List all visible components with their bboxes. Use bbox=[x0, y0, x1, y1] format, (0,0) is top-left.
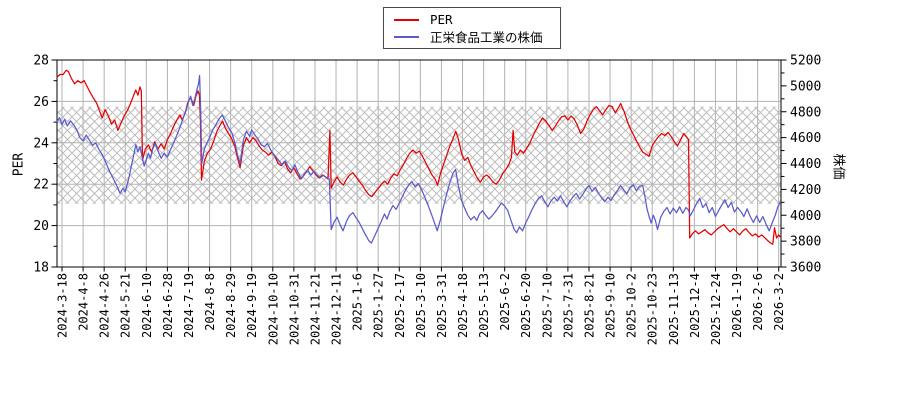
legend: PER 正栄食品工業の株価 bbox=[383, 7, 561, 49]
x-tick-label: 2024-8-29 bbox=[224, 273, 238, 338]
x-tick-label: 2024-5-21 bbox=[119, 273, 133, 338]
x-tick-label: 2025-12-4 bbox=[688, 273, 702, 338]
y-left-tick-label: 18 bbox=[33, 261, 49, 276]
x-tick-label: 2024-9-19 bbox=[245, 273, 259, 338]
stock-line-swatch-icon bbox=[394, 35, 419, 38]
x-tick-label: 2024-3-18 bbox=[56, 273, 70, 338]
x-tick-label: 2025-8-21 bbox=[582, 273, 596, 338]
y-right-axis-title: 株価 bbox=[830, 153, 846, 180]
legend-label-stock: 正栄食品工業の株価 bbox=[430, 30, 543, 45]
y-left-axis-title: PER bbox=[11, 152, 27, 177]
y-right-tick-label: 4200 bbox=[790, 183, 821, 198]
x-tick-label: 2024-4-26 bbox=[98, 273, 112, 338]
y-right-tick-label: 3800 bbox=[790, 235, 821, 250]
x-tick-label: 2024-8-8 bbox=[203, 273, 217, 331]
per-line-swatch-icon bbox=[394, 18, 419, 21]
y-left-tick-label: 24 bbox=[33, 136, 49, 151]
x-tick-label: 2024-10-10 bbox=[266, 273, 280, 345]
x-tick-label: 2025-4-18 bbox=[456, 273, 470, 338]
x-tick-label: 2025-11-13 bbox=[667, 273, 681, 345]
legend-item-stock: 正栄食品工業の株価 bbox=[394, 28, 554, 45]
x-tick-label: 2026-1-19 bbox=[730, 273, 744, 338]
y-right-tick-label: 4400 bbox=[790, 157, 821, 172]
x-tick-label: 2026-2-6 bbox=[751, 273, 765, 331]
y-right-tick-label: 5000 bbox=[790, 79, 821, 94]
x-tick-label: 2024-6-10 bbox=[140, 273, 154, 338]
x-tick-label: 2025-6-2 bbox=[498, 273, 512, 331]
stock-price-line bbox=[56, 74, 781, 244]
y-right-tick-label: 4000 bbox=[790, 209, 821, 224]
x-tick-label: 2026-3-2 bbox=[772, 273, 786, 331]
legend-label-per: PER bbox=[430, 12, 453, 27]
x-tick-label: 2025-10-23 bbox=[646, 273, 660, 345]
y-right-tick-label: 5200 bbox=[790, 54, 821, 69]
x-tick-label: 2025-5-13 bbox=[477, 273, 491, 338]
x-tick-label: 2024-11-21 bbox=[308, 273, 322, 345]
y-left-tick-label: 20 bbox=[33, 219, 49, 234]
x-tick-label: 2025-12-24 bbox=[709, 273, 723, 345]
per-line bbox=[56, 69, 781, 245]
x-tick-label: 2025-7-31 bbox=[561, 273, 575, 338]
x-tick-label: 2024-7-19 bbox=[182, 273, 196, 338]
x-tick-label: 2025-10-2 bbox=[625, 273, 639, 338]
y-left-tick-label: 22 bbox=[33, 178, 49, 193]
y-right-tick-label: 4600 bbox=[790, 131, 821, 146]
y-right-tick-label: 4800 bbox=[790, 105, 821, 120]
y-left-tick-label: 28 bbox=[33, 54, 49, 69]
y-left-tick-label: 26 bbox=[33, 95, 49, 110]
x-tick-label: 2025-3-10 bbox=[414, 273, 428, 338]
x-tick-label: 2025-2-17 bbox=[393, 273, 407, 338]
legend-item-per: PER bbox=[394, 11, 554, 28]
valuation-band bbox=[57, 106, 781, 204]
y-right-tick-label: 3600 bbox=[790, 261, 821, 276]
x-tick-label: 2024-12-11 bbox=[330, 273, 344, 345]
x-tick-label: 2025-6-20 bbox=[519, 273, 533, 338]
x-tick-label: 2024-6-28 bbox=[161, 273, 175, 338]
x-tick-label: 2025-9-10 bbox=[604, 273, 618, 338]
x-tick-label: 2025-7-10 bbox=[540, 273, 554, 338]
x-tick-label: 2025-1-27 bbox=[372, 273, 386, 338]
x-tick-label: 2024-10-31 bbox=[287, 273, 301, 345]
x-tick-label: 2025-1-6 bbox=[351, 273, 365, 331]
x-tick-label: 2025-3-31 bbox=[435, 273, 449, 338]
x-tick-label: 2024-4-8 bbox=[77, 273, 91, 331]
